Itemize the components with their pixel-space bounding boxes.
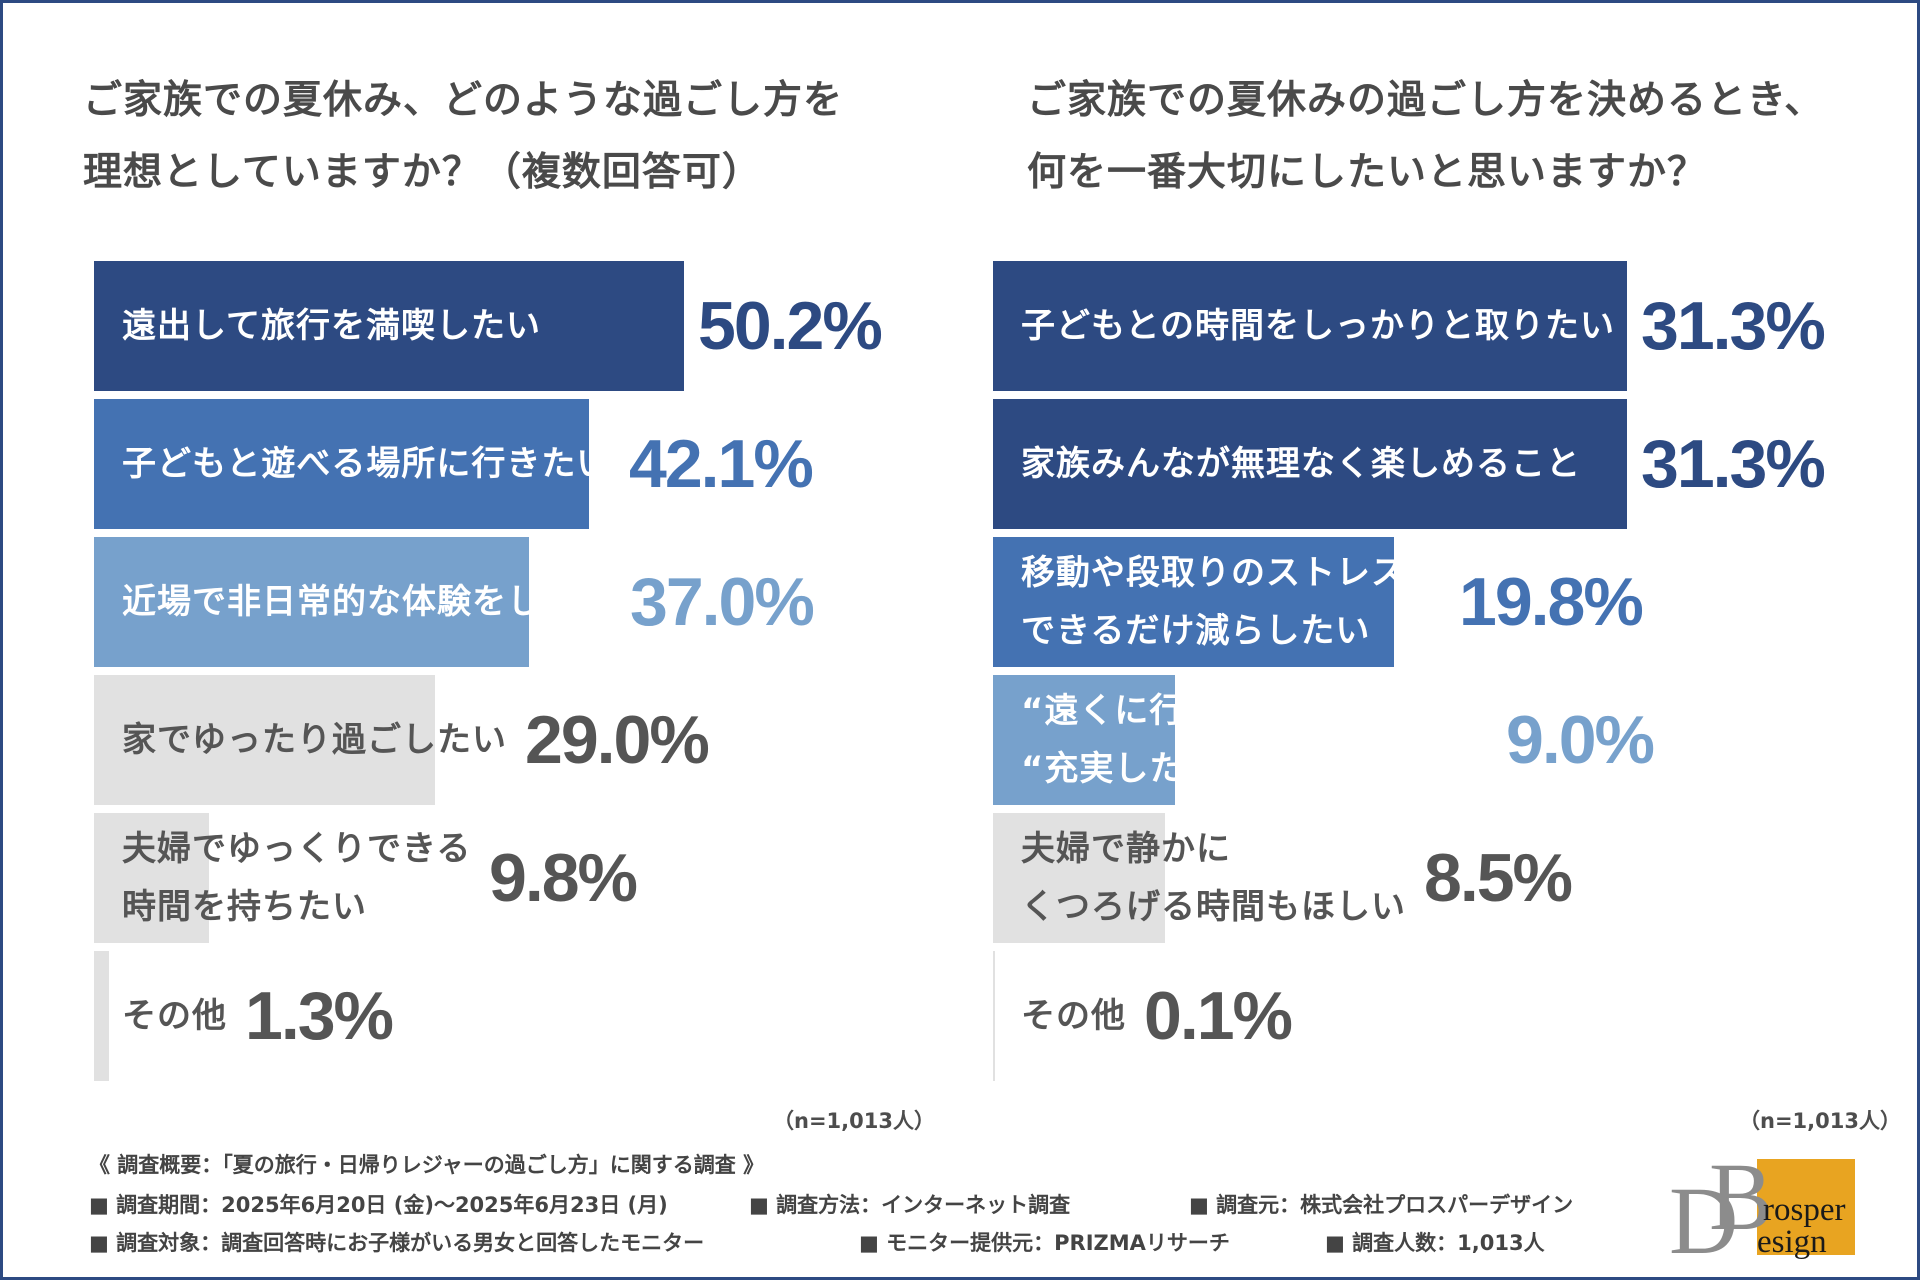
bar: [94, 813, 209, 943]
sample-size-note-right: （n=1,013人）: [1739, 1109, 1901, 1133]
title-line: ご家族での夏休みの過ごし方を決めるとき、: [1027, 78, 1825, 123]
bar-row: 遠出して旅行を満喫したい 50.2%: [94, 261, 914, 391]
survey-sample-count: ■ 調査人数：1,013人: [1325, 1231, 1545, 1255]
category-label-line: 移動や段取りのストレスを: [1021, 553, 1441, 593]
prosper-design-logo: B D rosper esign: [1667, 1149, 1867, 1269]
chart-title-right: ご家族での夏休みの過ごし方を決めるとき、 何を一番大切にしたいと思いますか？: [1027, 65, 1824, 209]
logo-word-esign: esign: [1757, 1224, 1827, 1260]
category-label: 夫婦で静かにくつろげる時間もほしい: [1021, 813, 1406, 943]
category-label: 移動や段取りのストレスを できるだけ減らしたい: [1021, 537, 1441, 667]
category-label: “遠くに行くこと”より “充実した時間”を重視したい: [1021, 675, 1488, 805]
survey-details-row-2: ■ 調査対象：調査回答時にお子様がいる男女と回答したモニター ■ モニター提供元…: [89, 1227, 1649, 1257]
survey-heading: 《 調査概要：「夏の旅行・日帰りレジャーの過ごし方」に関する調査 》: [89, 1153, 765, 1177]
category-label: 子どもと遊べる場所に行きたい: [122, 399, 611, 529]
survey-period: ■ 調査期間：2025年6月20日 (金)〜2025年6月23日 (月): [89, 1193, 668, 1217]
value-label: 19.8%: [1459, 564, 1644, 640]
category-label: 子どもとの時間をしっかりと取りたい: [1021, 261, 1615, 391]
chart-title-left: ご家族での夏休み、どのような過ごし方を 理想としていますか？（複数回答可）: [83, 65, 843, 209]
category-label: 夫婦でゆっくりできる 時間を持ちたい: [122, 813, 471, 943]
title-line: ご家族での夏休み、どのような過ごし方を: [83, 78, 844, 123]
survey-source: ■ 調査元：株式会社プロスパーデザイン: [1189, 1193, 1574, 1217]
bar: [993, 261, 1627, 391]
category-label-line: 時間を持ちたい: [122, 887, 367, 927]
bar-row: 夫婦でゆっくりできる 時間を持ちたい 9.8%: [94, 813, 914, 943]
bar: [993, 951, 995, 1081]
bar: [993, 813, 1165, 943]
bar: [94, 675, 435, 805]
bar: [993, 537, 1394, 667]
category-label: 近場で非日常的な体験をしたい: [122, 537, 612, 667]
value-label: 9.8%: [489, 840, 638, 916]
value-label: 50.2%: [698, 288, 883, 364]
value-label: 42.1%: [629, 426, 814, 502]
bar-row: その他 1.3%: [94, 951, 914, 1081]
value-label: 31.3%: [1641, 426, 1826, 502]
logo-letter-d: D: [1669, 1167, 1739, 1274]
value-label: 37.0%: [630, 564, 815, 640]
logo-orange-box: [1757, 1159, 1855, 1255]
logo-letter-b: B: [1709, 1143, 1774, 1250]
category-label-line: できるだけ減らしたい: [1021, 611, 1371, 651]
bar-row: 子どもとの時間をしっかりと取りたい 31.3%: [993, 261, 1903, 391]
bar-row: 家族みんなが無理なく楽しめること 31.3%: [993, 399, 1903, 529]
category-label-line: 近場で非日常的な体験をしたい: [122, 582, 612, 622]
value-label: 31.3%: [1641, 288, 1826, 364]
bar-row: 移動や段取りのストレスを できるだけ減らしたい 19.8%: [993, 537, 1903, 667]
category-label-line: 夫婦で静かに: [1021, 829, 1231, 869]
bar-row: 家でゆったり過ごしたい 29.0%: [94, 675, 914, 805]
bar-chart-left: 遠出して旅行を満喫したい 50.2% 子どもと遊べる場所に行きたい 42.1% 近場で非…: [94, 261, 914, 1089]
category-label: その他: [122, 951, 227, 1081]
bar: [94, 951, 109, 1081]
category-label-line: くつろげる時間もほしい: [1021, 887, 1406, 927]
logo-word-rosper: rosper: [1763, 1192, 1846, 1228]
bar-row: 夫婦で静かに くつろげる時間もほしい 8.5%: [993, 813, 1903, 943]
category-label: 遠出して旅行を満喫したい: [122, 261, 541, 391]
bar: [993, 675, 1175, 805]
bar-row: 子どもと遊べる場所に行きたい 42.1%: [94, 399, 914, 529]
bar-row: 近場で非日常的な体験をしたい 37.0%: [94, 537, 914, 667]
title-line: 何を一番大切にしたいと思いますか？: [1027, 150, 1708, 195]
bar: [94, 261, 684, 391]
category-label: 家でゆったり過ごしたい: [122, 675, 507, 805]
category-label: その他: [1021, 951, 1126, 1081]
category-label-line: 夫婦でゆっくりできる: [122, 829, 472, 869]
bar: [993, 399, 1627, 529]
bar-row: その他 0.1%: [993, 951, 1903, 1081]
category-label-line: 子どもとの時間をしっかりと取りたい: [1021, 306, 1615, 346]
category-label: 家族みんなが無理なく楽しめること: [1021, 399, 1581, 529]
bar-chart-right: 子どもとの時間をしっかりと取りたい 31.3% 家族みんなが無理なく楽しめること 31…: [993, 261, 1903, 1089]
category-label-line: 子どもと遊べる場所に行きたい: [122, 444, 612, 484]
category-label-line: “充実した時間”を重視したい: [1021, 749, 1488, 789]
survey-details-row-1: ■ 調査期間：2025年6月20日 (金)〜2025年6月23日 (月) ■ 調…: [89, 1189, 1649, 1219]
survey-monitor-provider: ■ モニター提供元：PRIZMAリサーチ: [859, 1231, 1230, 1255]
title-line: 理想としていますか？（複数回答可）: [83, 150, 762, 195]
value-label: 0.1%: [1144, 978, 1293, 1054]
category-label-line: 家族みんなが無理なく楽しめること: [1021, 444, 1581, 484]
value-label: 8.5%: [1424, 840, 1573, 916]
value-label: 1.3%: [245, 978, 394, 1054]
survey-method: ■ 調査方法：インターネット調査: [749, 1193, 1071, 1217]
category-label-line: その他: [122, 996, 227, 1036]
value-label: 29.0%: [525, 702, 710, 778]
bar: [94, 399, 589, 529]
bar: [94, 537, 529, 667]
value-label: 9.0%: [1506, 702, 1655, 778]
bar-row: “遠くに行くこと”より “充実した時間”を重視したい 9.0%: [993, 675, 1903, 805]
category-label-line: その他: [1021, 996, 1126, 1036]
sample-size-note-left: （n=1,013人）: [773, 1109, 935, 1133]
category-label-line: “遠くに行くこと”より: [1021, 691, 1383, 731]
survey-target: ■ 調査対象：調査回答時にお子様がいる男女と回答したモニター: [89, 1231, 705, 1255]
category-label-line: 遠出して旅行を満喫したい: [122, 306, 541, 346]
category-label-line: 家でゆったり過ごしたい: [122, 720, 507, 760]
